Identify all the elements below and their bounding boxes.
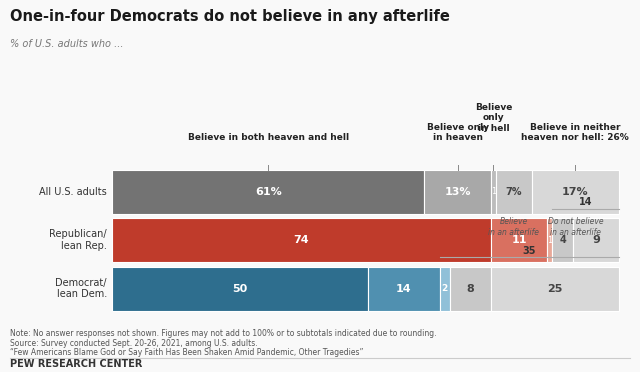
Bar — [491, 170, 496, 214]
Text: Democrat/
lean Dem.: Democrat/ lean Dem. — [56, 278, 107, 299]
Bar — [450, 267, 491, 311]
Text: 13%: 13% — [444, 187, 471, 197]
Text: 17%: 17% — [562, 187, 589, 197]
Text: 61%: 61% — [255, 187, 282, 197]
Bar — [532, 170, 619, 214]
Text: “Few Americans Blame God or Say Faith Has Been Shaken Amid Pandemic, Other Trage: “Few Americans Blame God or Say Faith Ha… — [10, 348, 363, 357]
Bar — [112, 170, 424, 214]
Text: 35: 35 — [522, 246, 536, 256]
Bar — [552, 218, 573, 262]
Bar — [491, 218, 547, 262]
Bar — [440, 267, 450, 311]
Text: 9: 9 — [592, 235, 600, 245]
Bar — [112, 218, 491, 262]
Text: Believe
only
in hell: Believe only in hell — [475, 103, 512, 133]
Text: One-in-four Democrats do not believe in any afterlife: One-in-four Democrats do not believe in … — [10, 9, 449, 24]
Text: All U.S. adults: All U.S. adults — [39, 187, 107, 197]
Text: Source: Survey conducted Sept. 20-26, 2021, among U.S. adults.: Source: Survey conducted Sept. 20-26, 20… — [10, 339, 257, 347]
Text: % of U.S. adults who ...: % of U.S. adults who ... — [10, 39, 123, 49]
Text: Do not believe
in an afterlife: Do not believe in an afterlife — [548, 217, 603, 237]
Text: 74: 74 — [294, 235, 309, 245]
Text: 2: 2 — [442, 284, 448, 293]
Bar — [547, 218, 552, 262]
Bar — [496, 170, 532, 214]
Text: Believe
in an afterlife: Believe in an afterlife — [488, 217, 540, 237]
Text: 14: 14 — [579, 197, 593, 207]
Text: 7%: 7% — [506, 187, 522, 197]
Bar — [573, 218, 619, 262]
Bar — [491, 267, 619, 311]
Text: 50: 50 — [232, 284, 248, 294]
Text: 1: 1 — [547, 236, 552, 245]
Text: 4: 4 — [559, 235, 566, 245]
Text: 14: 14 — [396, 284, 412, 294]
Text: 1: 1 — [491, 187, 496, 196]
Text: 25: 25 — [547, 284, 563, 294]
Text: PEW RESEARCH CENTER: PEW RESEARCH CENTER — [10, 359, 142, 369]
Text: Believe only
in heaven: Believe only in heaven — [426, 123, 489, 142]
Text: Believe in both heaven and hell: Believe in both heaven and hell — [188, 133, 349, 142]
Text: Republican/
lean Rep.: Republican/ lean Rep. — [49, 230, 107, 251]
Bar — [368, 267, 440, 311]
Text: Believe in neither
heaven nor hell: 26%: Believe in neither heaven nor hell: 26% — [522, 123, 629, 142]
Text: 8: 8 — [467, 284, 474, 294]
Bar — [424, 170, 491, 214]
Bar — [112, 267, 368, 311]
Text: 11: 11 — [511, 235, 527, 245]
Text: Note: No answer responses not shown. Figures may not add to 100% or to subtotals: Note: No answer responses not shown. Fig… — [10, 329, 436, 338]
